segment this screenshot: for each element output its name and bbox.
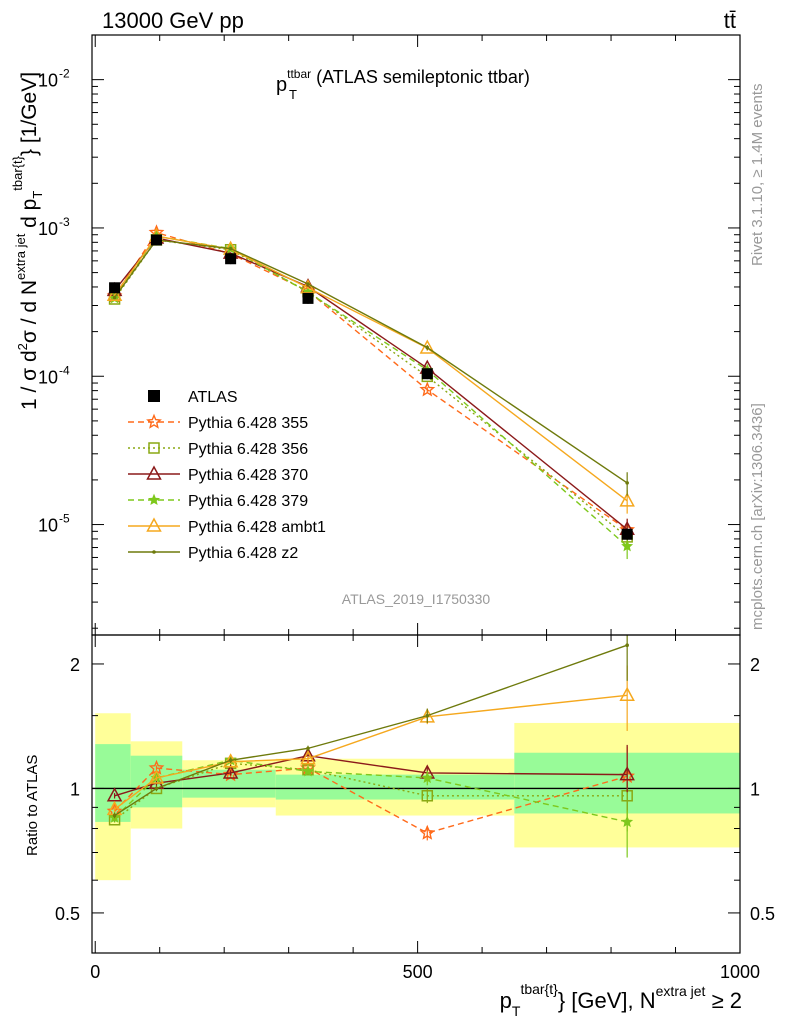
x-tick-label: 1000: [720, 962, 760, 982]
marker-open-square: [148, 442, 160, 454]
marker-open-triangle: [300, 279, 316, 294]
ratio-line-z2: [114, 644, 628, 817]
atlas-data-point: [302, 292, 314, 304]
marker-dot: [306, 282, 310, 286]
marker-filled-star: [621, 540, 634, 552]
ratio-uncertainty-bands: [95, 713, 740, 881]
marker-filled-star: [147, 493, 161, 506]
plot-title: pttbar (ATLAS semileptonic ttbar): [276, 67, 530, 96]
y-tick-label: 10-5: [38, 512, 70, 536]
y-tick-label: 10-3: [38, 215, 70, 239]
plot-title-subscript: T: [289, 87, 297, 102]
y-tick-label: 10-2: [38, 67, 70, 91]
marker-dot: [625, 481, 629, 485]
ratio-y-tick-label-left: 2: [70, 655, 80, 675]
series-line-z2: [114, 239, 628, 484]
marker-star: [146, 413, 162, 429]
marker-dot: [228, 246, 233, 251]
series-line-p370: [114, 237, 628, 530]
marker-open-triangle: [146, 465, 162, 480]
atlas-data-point: [109, 282, 121, 294]
ratio-y-tick-label-left: 1: [70, 779, 80, 799]
ratio-line-p370: [114, 754, 628, 797]
analysis-id: ATLAS_2019_I1750330: [342, 591, 491, 607]
marker-open-triangle: [619, 766, 635, 781]
main-plot-area: [106, 224, 636, 560]
marker-star: [419, 381, 436, 397]
marker-dot: [625, 643, 629, 648]
ratio-frame: [91, 634, 741, 954]
atlas-data-point: [225, 253, 237, 265]
marker-open-triangle: [146, 517, 162, 532]
marker-dot: [425, 713, 430, 718]
marker-filled-star: [421, 771, 434, 784]
legend-marker-atlas: [148, 390, 160, 402]
marker-star: [419, 824, 436, 840]
marker-filled-star: [621, 815, 634, 828]
atlas-data-point: [150, 234, 162, 246]
legend: ATLAS Pythia 6.428 355 Pythia 6.428 356 Pyt…: [128, 389, 326, 562]
ratio-y-axis-label: Ratio to ATLAS: [24, 755, 41, 856]
header-energy: 13000 GeV pp: [102, 8, 244, 33]
series-line-p355: [113, 231, 628, 531]
marker-dot: [425, 345, 430, 350]
x-tick-label: 500: [403, 962, 433, 982]
ratio-y-tick-label-right: 2: [750, 655, 760, 675]
axes: 0 500 1000 10-5 10-4 10-3 10-2 0.5 0.5 1 1 2 2: [38, 34, 775, 982]
ratio-band-inner: [275, 774, 515, 800]
rivet-version-label: Rivet 3.1.10, ≥ 1.4M events: [749, 84, 766, 267]
atlas-data-point: [421, 368, 433, 380]
atlas-data-point: [621, 528, 633, 540]
marker-filled-star: [301, 764, 315, 777]
ratio-y-tick-label-right: 1: [750, 779, 760, 799]
legend-label-ambt1: Pythia 6.428 ambt1: [188, 519, 326, 536]
ratio-plot-area: [92, 635, 740, 858]
ratio-y-tick-label-right: 0.5: [750, 904, 775, 924]
legend-label-p370: Pythia 6.428 370: [188, 467, 308, 484]
marker-open-triangle: [148, 769, 165, 784]
marker-open-triangle: [106, 286, 123, 302]
legend-label-z2: Pythia 6.428 z2: [188, 545, 298, 562]
ratio-line-p379: [114, 759, 628, 823]
ratio-line-p355: [114, 767, 628, 834]
ratio-y-tick-label-left: 0.5: [55, 904, 80, 924]
x-axis-label: pTtbar{t}} [GeV], Nextra jet ≥ 2: [500, 981, 742, 1019]
legend-label-p355: Pythia 6.428 355: [188, 415, 308, 432]
marker-open-square: [421, 790, 434, 802]
marker-open-triangle: [419, 339, 436, 354]
marker-dot: [228, 758, 233, 763]
x-tick-label: 0: [90, 962, 100, 982]
marker-open-triangle: [619, 492, 635, 507]
marker-dot: [152, 550, 156, 554]
series-line-ambt1: [113, 235, 628, 502]
marker-open-triangle: [300, 750, 316, 765]
ratio-band-inner: [95, 744, 131, 822]
header-process: tt̄: [724, 8, 736, 33]
legend-label-p356: Pythia 6.428 356: [188, 441, 308, 458]
legend-label-atlas: ATLAS: [188, 389, 238, 406]
marker-open-triangle: [106, 787, 123, 802]
y-tick-label: 10-4: [38, 363, 70, 387]
legend-label-p379: Pythia 6.428 379: [188, 493, 308, 510]
mcplots-label: mcplots.cern.ch [arXiv:1306.3436]: [749, 403, 766, 630]
marker-dot: [112, 813, 117, 818]
main-y-axis-label: 1 / σ d2σ / d Nextra jet d pTtbar{t}} [1…: [10, 72, 45, 410]
marker-dot: [112, 295, 117, 300]
marker-dot: [306, 746, 310, 751]
marker-open-triangle: [619, 686, 635, 702]
marker-open-triangle: [222, 764, 239, 779]
marker-dot: [154, 786, 159, 791]
